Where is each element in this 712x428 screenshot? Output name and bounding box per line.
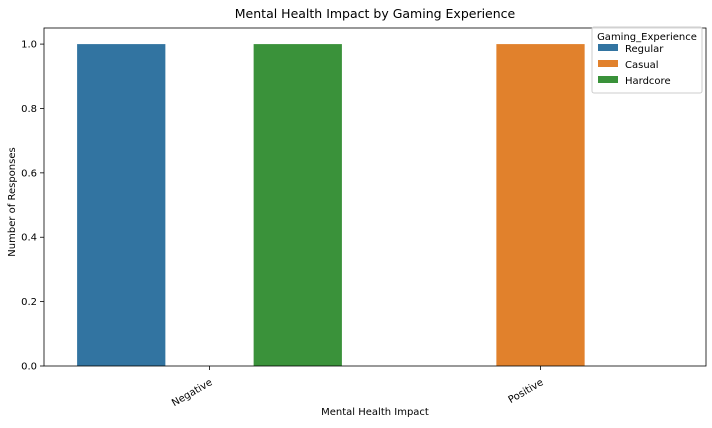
plot-frame: [43, 27, 707, 367]
y-tick-label: 0.4: [21, 233, 37, 244]
legend-swatch-hardcore: [598, 76, 618, 83]
y-tick-label: 0.6: [21, 168, 37, 179]
bars-layer: [77, 44, 585, 366]
y-axis-label: Number of Responses: [7, 147, 18, 256]
chart-title: Mental Health Impact by Gaming Experienc…: [235, 6, 516, 21]
legend-frame: [591, 26, 703, 94]
legend-items: Regular Casual Hardcore: [598, 44, 671, 87]
legend-label-regular: Regular: [625, 44, 664, 55]
bar-hardcore-negative: [253, 44, 342, 366]
bar-regular-negative: [77, 44, 166, 366]
x-axis-label: Mental Health Impact: [321, 407, 429, 418]
legend-label-casual: Casual: [625, 60, 659, 71]
y-tick-label: 0.0: [21, 362, 37, 373]
legend-title: Gaming_Experience: [597, 32, 697, 43]
y-tick-label: 0.8: [21, 104, 37, 115]
legend: Gaming_Experience Regular Casual Hardcore: [591, 26, 703, 94]
legend-label-hardcore: Hardcore: [625, 76, 671, 87]
y-tick-label: 1.0: [21, 40, 37, 51]
legend-swatch-regular: [598, 44, 618, 51]
y-tick-label: 0.2: [21, 297, 37, 308]
bar-casual-positive: [496, 44, 585, 366]
legend-swatch-casual: [598, 60, 618, 67]
